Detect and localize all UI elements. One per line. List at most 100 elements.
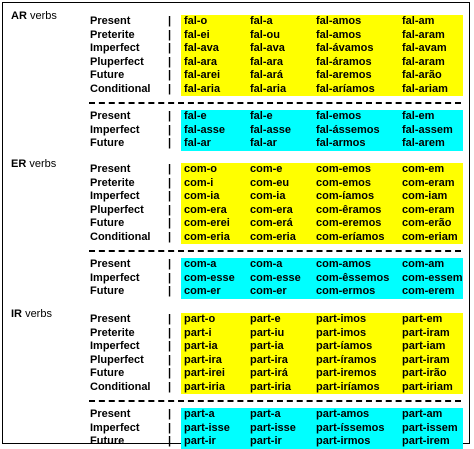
verb-class-code: ER [11,158,27,170]
verb-form: com-eremos [316,217,382,229]
table-row: Future | part-ir part-ir part-irmos part-irem [3,435,469,449]
table-row: Pluperfect | com-era com-era com-êramos com-e… [3,204,469,218]
table-row: Present | fal-e fal-e fal-emos fal-em [3,110,469,124]
separator-bar: | [168,421,172,434]
table-row: Present | part-o part-e part-imos part-em [3,313,469,327]
verb-form: part-iram [402,326,450,339]
separator-bar: | [168,217,172,229]
verb-form: com-erei [184,217,230,229]
verb-form: com-essem [402,271,463,284]
separator-bar: | [168,55,172,68]
verb-form: part-irem [402,435,450,447]
separator-bar: | [168,163,172,175]
separator-bar: | [168,110,172,122]
verb-form: fal-amos [316,28,362,41]
verb-form: part-ia [250,340,284,352]
tense-label: Present [90,163,131,175]
verb-form: com-a [250,258,283,270]
verb-form: com-êssemos [316,271,390,284]
separator-bar: | [168,313,172,325]
subjunctive-block: Present | com-a com-a com-amos com-am Imperfec… [3,258,469,299]
verb-form: part-iam [402,340,446,352]
table-row: Imperfect | com-esse com-esse com-êssemos com… [3,272,469,286]
verb-class-suffix: verbs [29,158,57,170]
verb-form: part-iriam [402,380,453,393]
verb-form: fal-ava [184,42,219,54]
verb-form: com-i [184,176,214,189]
verb-form: com-emos [316,163,372,175]
table-row: Future | part-irei part-irá part-iremos part-… [3,367,469,381]
verb-form: fal-avam [402,42,447,54]
verb-form: com-êramos [316,203,382,216]
separator-bar: | [168,285,172,297]
verb-form: com-a [184,258,217,270]
verb-form: part-imos [316,326,367,339]
verb-form: fal-arei [184,69,221,81]
separator-bar: | [168,123,172,136]
verb-form: part-irá [250,367,288,379]
verb-form: part-iria [184,380,225,393]
dashed-divider [89,400,461,402]
verb-form: fal-ava [250,42,285,54]
verb-form: fal-ara [184,55,218,68]
table-row: Conditional | part-iria part-iria part-iríam… [3,381,469,395]
separator-bar: | [168,380,172,393]
table-row: Imperfect | part-ia part-ia part-íamos part-i… [3,340,469,354]
indicative-highlight [181,163,463,244]
verb-form: part-am [402,408,443,420]
verb-form: part-ir [184,435,216,447]
verb-form: part-imos [316,313,367,325]
verb-form: fal-arem [402,137,445,149]
table-row: Present | com-o com-e com-emos com-em [3,163,469,177]
tense-label: Conditional [90,82,151,95]
verb-form: fal-e [184,110,207,122]
tense-label: Future [90,217,125,229]
tense-label: Conditional [90,230,151,243]
verb-form: part-ira [250,353,288,366]
verb-form: com-eria [184,230,230,243]
verb-form: com-iam [402,190,448,202]
table-row: Present | part-a part-a part-amos part-am [3,408,469,422]
section-title: AR verbs [11,9,57,24]
indicative-highlight [181,313,463,394]
verb-form: fal-em [402,110,435,122]
verb-form: com-eria [250,230,296,243]
separator-bar: | [168,271,172,284]
verb-form: part-irei [184,367,225,379]
separator-bar: | [168,176,172,189]
verb-form: fal-ar [184,137,211,149]
verb-form: fal-aria [250,82,287,95]
verb-form: part-i [184,326,212,339]
table-row: Preterite | com-i com-eu com-emos com-eram [3,177,469,191]
separator-bar: | [168,69,172,81]
verb-form: fal-amos [316,15,362,27]
separator-bar: | [168,203,172,216]
table-row: Future | fal-arei fal-ará fal-aremos fal-arão [3,69,469,83]
table-row: Future | fal-ar fal-ar fal-armos fal-arem [3,137,469,151]
tense-label: Pluperfect [90,353,144,366]
separator-bar: | [168,326,172,339]
verb-form: fal-aram [402,28,445,41]
tense-label: Future [90,367,125,379]
verb-form: com-era [250,203,293,216]
tense-label: Imperfect [90,421,140,434]
verb-form: fal-ar [250,137,277,149]
tense-label: Pluperfect [90,55,144,68]
subjunctive-block: Present | fal-e fal-e fal-emos fal-em Imperfec… [3,110,469,151]
tense-label: Preterite [90,176,135,189]
indicative-highlight [181,15,463,96]
table-row: Pluperfect | part-ira part-ira part-íramos pa… [3,354,469,368]
verb-form: part-ir [250,435,282,447]
tense-label: Future [90,435,125,447]
verb-form: part-irmos [316,435,371,447]
verb-form: part-irão [402,367,447,379]
verb-form: fal-e [250,110,273,122]
table-row: Present | com-a com-a com-amos com-am [3,258,469,272]
verb-form: part-isse [250,421,296,434]
table-row: Imperfect | fal-ava fal-ava fal-ávamos fal-av… [3,42,469,56]
verb-form: part-íssemos [316,421,385,434]
table-row: Conditional | com-eria com-eria com-eríamos c… [3,231,469,245]
verb-form: com-ermos [316,285,376,297]
subjunctive-highlight [181,258,463,299]
tense-label: Imperfect [90,271,140,284]
